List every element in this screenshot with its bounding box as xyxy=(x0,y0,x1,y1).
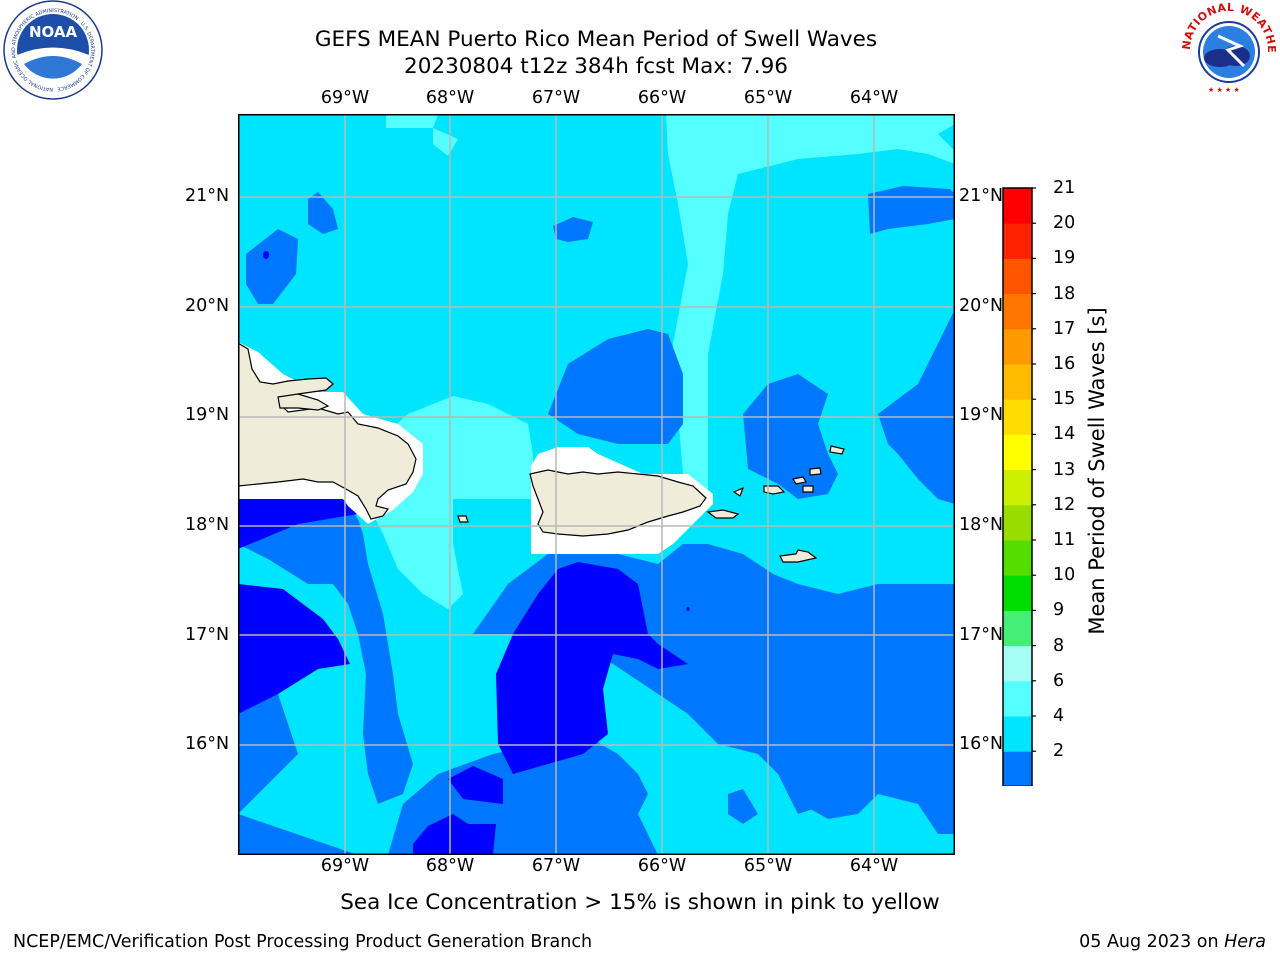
colorbar-tick-label: 21 xyxy=(1053,178,1076,198)
lat-label-left: 18°N xyxy=(185,515,230,535)
lon-label-top: 66°W xyxy=(637,88,687,108)
swell-field-below-2 xyxy=(238,251,690,855)
colorbar-tick-label: 18 xyxy=(1053,283,1076,304)
lon-label-top: 69°W xyxy=(320,88,370,108)
svg-text:★ ★ ★ ★: ★ ★ ★ ★ xyxy=(1208,86,1240,94)
lon-label-top: 65°W xyxy=(743,88,793,108)
lon-label-bottom: 66°W xyxy=(637,856,687,876)
colorbar-segment xyxy=(1003,716,1032,752)
lat-label-left: 16°N xyxy=(185,734,230,754)
colorbar-segment xyxy=(1003,399,1032,435)
lon-label-bottom: 68°W xyxy=(425,856,475,876)
colorbar-tick-label: 9 xyxy=(1053,600,1065,621)
footer-credit: NCEP/EMC/Verification Post Processing Pr… xyxy=(13,932,593,952)
colorbar-tick-label: 12 xyxy=(1053,494,1076,515)
colorbar-tick-label: 16 xyxy=(1053,354,1076,374)
lat-label-left: 21°N xyxy=(185,186,230,206)
colorbar-tick-label: 14 xyxy=(1053,424,1076,445)
colorbar-segment xyxy=(1003,645,1032,682)
colorbar-segment xyxy=(1003,258,1032,295)
footer-date: 05 Aug 2023 on Hera xyxy=(1079,932,1266,952)
noaa-logo: NOAA NATIONAL OCEANIC AND ATMOSPHERIC AD… xyxy=(3,0,103,100)
lon-label-bottom: 67°W xyxy=(531,856,581,876)
svg-text:NOAA: NOAA xyxy=(29,23,78,41)
colorbar-segment xyxy=(1003,610,1032,647)
colorbar-tick-label: 8 xyxy=(1053,635,1065,656)
lon-label-bottom: 64°W xyxy=(849,856,899,876)
colorbar-tick-label: 17 xyxy=(1053,318,1076,339)
title-line-1: GEFS MEAN Puerto Rico Mean Period of Swe… xyxy=(314,27,878,52)
lon-label-bottom: 65°W xyxy=(743,856,793,876)
lat-label-right: 19°N xyxy=(959,405,1004,425)
colorbar-tick-label: 20 xyxy=(1053,213,1076,234)
colorbar-tick-label: 6 xyxy=(1053,670,1065,691)
colorbar-tick-label: 13 xyxy=(1053,459,1076,480)
colorbar-tick-label: 10 xyxy=(1053,565,1076,586)
colorbar-outline xyxy=(1002,187,1033,786)
lon-label-top: 67°W xyxy=(531,88,581,108)
colorbar-segment xyxy=(1003,575,1032,611)
lon-label-top: 64°W xyxy=(849,88,899,108)
colorbar-tick-label: 2 xyxy=(1053,741,1065,762)
lat-label-right: 16°N xyxy=(959,734,1004,754)
colorbar xyxy=(1002,187,1036,786)
footer-date-text: 05 Aug 2023 on xyxy=(1079,932,1225,952)
colorbar-tick-label: 11 xyxy=(1053,530,1076,550)
graticule xyxy=(238,114,955,855)
colorbar-segment xyxy=(1003,223,1032,259)
colorbar-segment xyxy=(1003,364,1032,400)
sea-ice-note: Sea Ice Concentration > 15% is shown in … xyxy=(340,890,940,915)
colorbar-segment xyxy=(1003,293,1032,330)
colorbar-segment xyxy=(1003,188,1032,224)
colorbar-segment xyxy=(1003,751,1032,786)
colorbar-segment xyxy=(1003,680,1032,717)
colorbar-tick-label: 15 xyxy=(1053,389,1076,410)
footer-host: Hera xyxy=(1224,932,1266,952)
colorbar-tick-label: 4 xyxy=(1053,706,1065,726)
lat-label-right: 20°N xyxy=(959,296,1004,316)
colorbar-segment xyxy=(1003,434,1032,471)
colorbar-segment xyxy=(1003,540,1032,576)
lat-label-left: 19°N xyxy=(185,405,230,425)
nws-logo: NATIONAL WEATHER SERVICE ★ ★ ★ ★ xyxy=(1178,0,1278,97)
colorbar-segment xyxy=(1003,504,1032,541)
colorbar-title: Mean Period of Swell Waves [s] xyxy=(1085,307,1109,635)
colorbar-segment xyxy=(1003,328,1032,365)
map-frame xyxy=(238,114,955,855)
chart-title: GEFS MEAN Puerto Rico Mean Period of Swe… xyxy=(0,26,1192,80)
colorbar-segment xyxy=(1003,469,1032,506)
lat-label-left: 17°N xyxy=(185,625,230,645)
lat-label-left: 20°N xyxy=(185,296,230,316)
lat-label-right: 17°N xyxy=(959,625,1004,645)
map-panel xyxy=(238,114,955,855)
lon-label-bottom: 69°W xyxy=(320,856,370,876)
lat-label-right: 18°N xyxy=(959,515,1004,535)
colorbar-tick-label: 19 xyxy=(1053,248,1076,269)
lat-label-right: 21°N xyxy=(959,186,1004,206)
lon-label-top: 68°W xyxy=(425,88,475,108)
title-line-2: 20230804 t12z 384h fcst Max: 7.96 xyxy=(404,54,788,79)
